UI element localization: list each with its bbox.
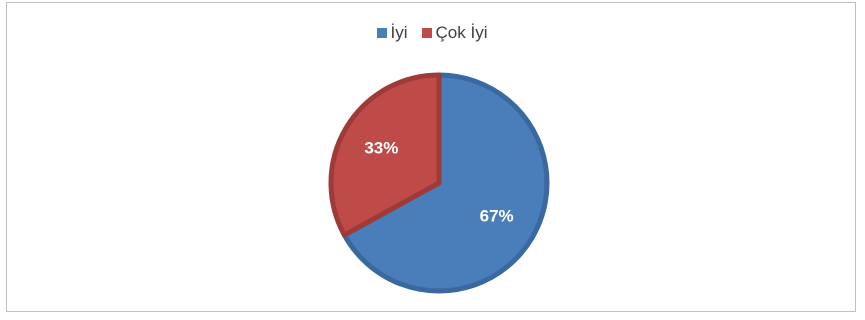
data-label-iyi: 67% xyxy=(480,207,514,226)
legend: İyi Çok İyi xyxy=(7,23,857,43)
chart-frame: İyi Çok İyi 67% 33% xyxy=(6,2,856,312)
pie-data-labels: 67% 33% xyxy=(364,138,513,225)
legend-item-iyi: İyi xyxy=(376,23,408,43)
data-label-cok-iyi: 33% xyxy=(364,138,398,157)
legend-swatch-iyi xyxy=(376,28,387,38)
legend-swatch-cok-iyi xyxy=(421,28,432,38)
pie-slices xyxy=(328,72,550,294)
pie-slice-iyi xyxy=(341,72,550,294)
pie-slice-cok-iyi xyxy=(328,72,442,238)
legend-label-cok-iyi: Çok İyi xyxy=(435,23,488,42)
pie-chart: 67% 33% xyxy=(328,72,550,294)
legend-label-iyi: İyi xyxy=(390,23,408,42)
legend-item-cok-iyi: Çok İyi xyxy=(421,23,488,43)
